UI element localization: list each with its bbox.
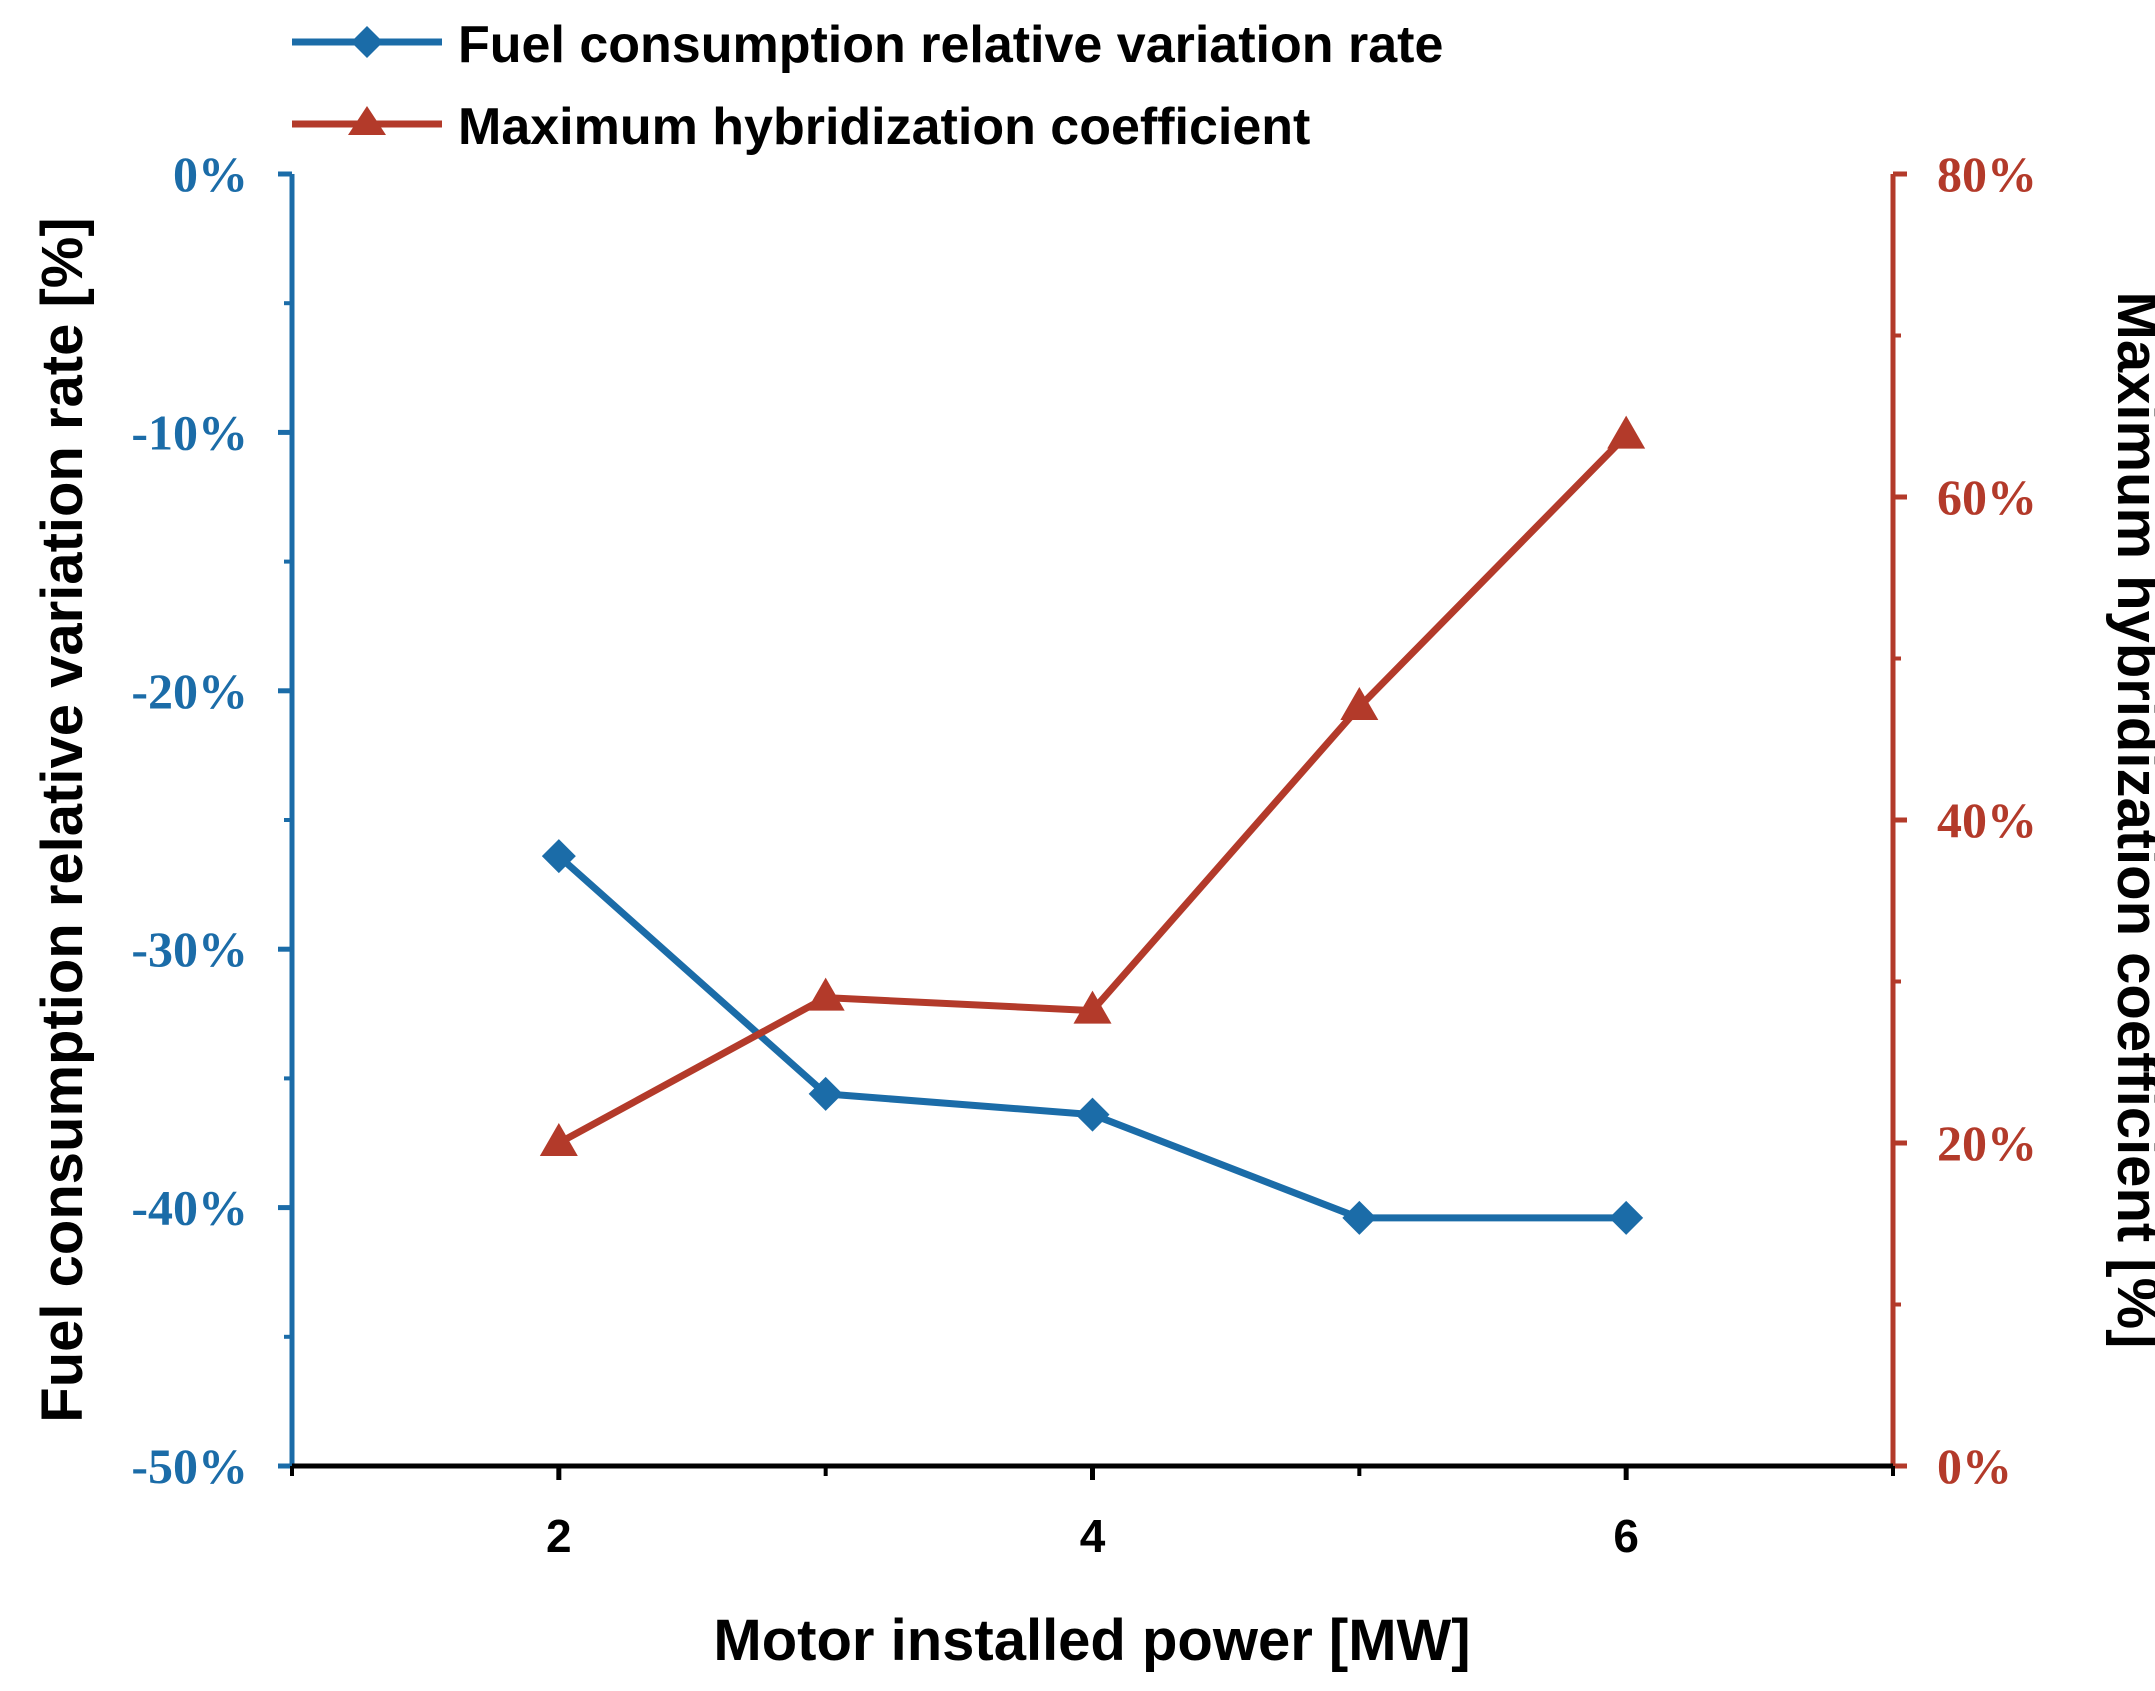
right-axis-title: Maximum hybridization coefficient [%]	[2105, 292, 2155, 1349]
legend-marker-triangle	[348, 106, 386, 135]
data-point-hybrid	[1607, 415, 1646, 449]
series-line-hybrid	[557, 433, 1629, 1147]
legend-item-fuel: Fuel consumption relative variation rate	[292, 16, 1443, 74]
x-tick-label: 4	[1080, 1510, 1106, 1562]
data-point-hybrid	[1340, 686, 1379, 720]
data-point-fuel	[1609, 1200, 1644, 1235]
data-point-fuel	[541, 839, 576, 874]
data-point-hybrid	[806, 977, 845, 1011]
x-axis-title: Motor installed power [MW]	[713, 1608, 1470, 1673]
right-tick-label: 80%	[1937, 146, 2037, 202]
left-tick-label: -50%	[131, 1438, 248, 1494]
left-axis-title: Fuel consumption relative variation rate…	[30, 217, 95, 1422]
data-point-hybrid	[1073, 990, 1112, 1024]
right-tick-label: 60%	[1937, 469, 2037, 525]
data-point-fuel	[808, 1076, 843, 1111]
legend-label-fuel: Fuel consumption relative variation rate	[458, 16, 1443, 74]
x-tick-label: 2	[546, 1510, 572, 1562]
right-tick-label: 0%	[1937, 1438, 2012, 1494]
data-point-hybrid	[539, 1123, 578, 1156]
left-tick-label: -30%	[131, 921, 248, 977]
axes	[289, 174, 1896, 1469]
left-tick-label: 0%	[173, 146, 248, 202]
legend: Fuel consumption relative variation rate…	[292, 16, 1443, 156]
legend-item-hybrid: Maximum hybridization coefficient	[292, 98, 1310, 156]
series-line-fuel	[556, 853, 1627, 1222]
right-tick-label: 40%	[1937, 792, 2037, 848]
left-tick-label: -20%	[131, 663, 248, 719]
x-tick-label: 6	[1613, 1510, 1639, 1562]
left-tick-label: -40%	[131, 1180, 248, 1236]
tick-labels: 0% -10% -20% -30% -40% -50% 80% 60% 40% 20% 0% 2 4 6	[131, 146, 2037, 1562]
left-tick-label: -10%	[131, 404, 248, 460]
legend-marker-diamond	[351, 26, 383, 58]
data-point-fuel	[1342, 1200, 1377, 1235]
data-point-fuel	[1075, 1097, 1110, 1132]
ticks	[278, 171, 1907, 1480]
right-tick-label: 20%	[1937, 1115, 2037, 1171]
legend-label-hybrid: Maximum hybridization coefficient	[458, 98, 1310, 156]
series-layer	[539, 415, 1646, 1235]
